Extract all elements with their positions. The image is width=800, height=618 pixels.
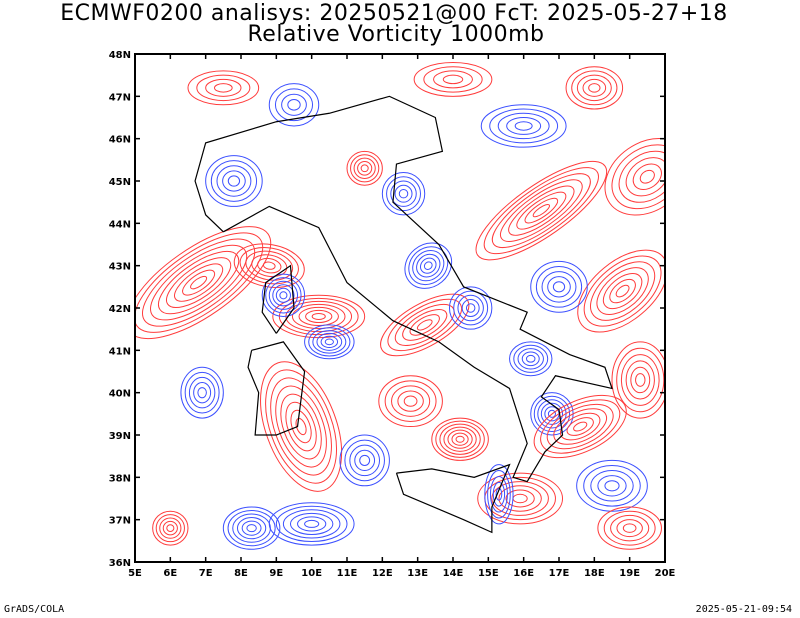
lon-label: 16E [513,568,534,579]
lat-label: 39N [109,431,131,442]
lat-label: 40N [109,389,131,400]
lon-label: 19E [619,568,640,579]
lon-label: 17E [549,568,570,579]
map-title: ECMWF0200 analisys: 20250521@00 FcT: 202… [60,1,728,26]
lat-label: 48N [109,50,131,61]
lon-label: 7E [199,568,213,579]
lon-label: 15E [478,568,499,579]
lat-label: 38N [109,473,131,484]
lat-label: 44N [109,219,131,230]
vorticity-field [135,61,665,550]
lat-label: 46N [109,135,131,146]
lat-label: 45N [109,177,131,188]
lon-label: 8E [234,568,248,579]
lat-label: 42N [109,304,131,315]
lon-label: 18E [584,568,605,579]
map-subtitle: Relative Vorticity 1000mb [247,22,545,47]
lat-label: 37N [109,516,131,527]
coastlines [194,95,613,534]
lon-label: 13E [407,568,428,579]
lon-label: 5E [128,568,142,579]
lat-label: 43N [109,262,131,273]
generation-timestamp: 2025-05-21-09:54 [695,604,792,615]
grads-credit: GrADS/COLA [4,604,65,615]
lon-label: 10E [301,568,322,579]
lon-label: 12E [372,568,393,579]
lat-label: 47N [109,92,131,103]
axis-ticks: 5E 6E 7E 8E 9E 10E 11E 12E 13E 14E 15E 16E 17E 18E 19E… [109,50,676,579]
lat-label: 36N [109,558,131,569]
lon-label: 9E [269,568,283,579]
lon-label: 14E [443,568,464,579]
lon-label: 11E [337,568,358,579]
lat-label: 41N [109,346,131,357]
lon-label: 6E [163,568,177,579]
lon-label: 20E [655,568,676,579]
